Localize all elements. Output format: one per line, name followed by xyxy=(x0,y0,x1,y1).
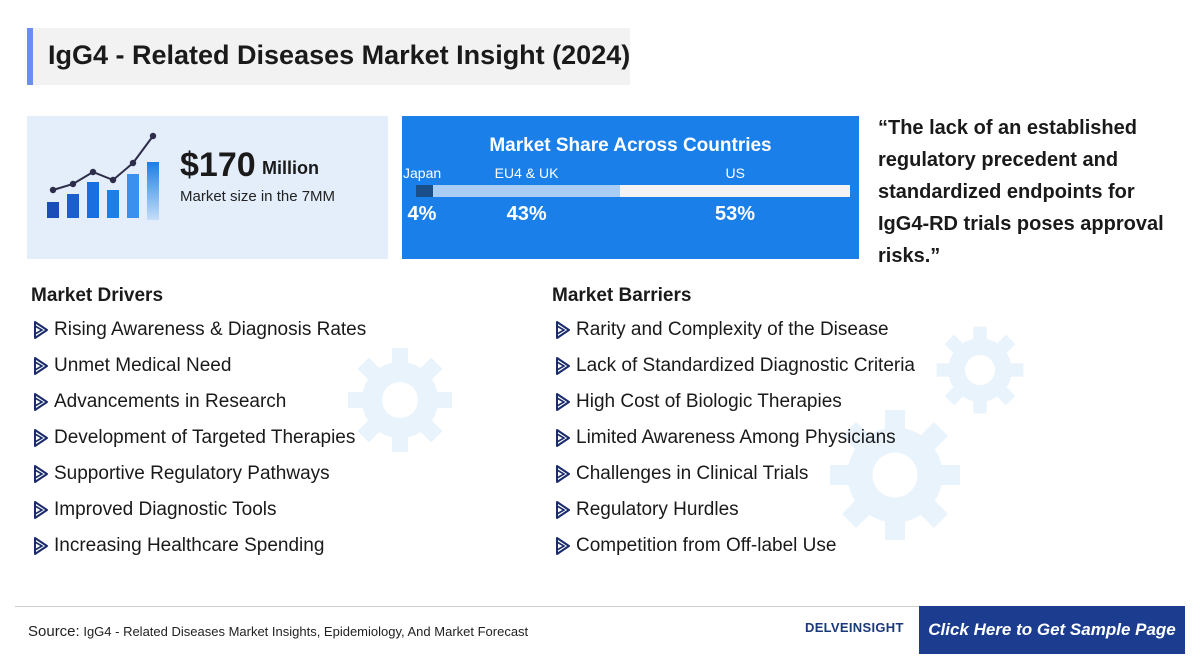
barrier-item: High Cost of Biologic Therapies xyxy=(554,389,842,415)
segment-bar-japan xyxy=(416,185,434,197)
gear-icon xyxy=(936,326,1024,414)
segment-bar-us xyxy=(619,185,850,197)
footer-divider xyxy=(15,606,920,607)
list-item-label: Lack of Standardized Diagnostic Criteria xyxy=(576,355,916,376)
chevron-right-icon xyxy=(34,537,48,555)
share-bar xyxy=(416,185,850,197)
chevron-right-icon xyxy=(34,501,48,519)
market-share-card: Market Share Across Countries Japan EU4 … xyxy=(402,116,859,259)
barriers-heading: Market Barriers xyxy=(552,285,692,306)
barrier-item: Challenges in Clinical Trials xyxy=(554,461,808,487)
driver-item: Increasing Healthcare Spending xyxy=(32,533,324,559)
chevron-right-icon xyxy=(34,357,48,375)
list-item-label: Supportive Regulatory Pathways xyxy=(54,463,330,484)
segment-bar-eu4-uk xyxy=(433,185,620,197)
segment-value-eu4-uk: 43% xyxy=(506,203,547,225)
list-item-label: Rising Awareness & Diagnosis Rates xyxy=(54,319,367,340)
list-item-label: Unmet Medical Need xyxy=(54,355,232,376)
chevron-right-icon xyxy=(34,393,48,411)
chevron-right-icon xyxy=(556,357,570,375)
market-size-value: $170 xyxy=(180,146,256,184)
driver-item: Advancements in Research xyxy=(32,389,286,415)
chevron-right-icon xyxy=(556,501,570,519)
chevron-right-icon xyxy=(556,537,570,555)
chevron-right-icon xyxy=(556,393,570,411)
barrier-item: Rarity and Complexity of the Disease xyxy=(554,317,889,343)
chevron-right-icon xyxy=(34,321,48,339)
drivers-heading: Market Drivers xyxy=(31,285,164,306)
chevron-right-icon xyxy=(34,465,48,483)
segment-value-japan: 4% xyxy=(407,203,437,225)
market-size-label: Market size in the 7MM xyxy=(180,188,336,205)
source-text: IgG4 - Related Diseases Market Insights,… xyxy=(83,624,529,639)
list-item-label: Competition from Off-label Use xyxy=(576,535,837,556)
segment-value-us: 53% xyxy=(714,203,756,225)
market-size-card: $170 Million Market size in the 7MM xyxy=(27,116,388,259)
list-item-label: Regulatory Hurdles xyxy=(576,499,739,520)
sample-page-button[interactable]: Click Here to Get Sample Page xyxy=(919,606,1185,654)
driver-item: Supportive Regulatory Pathways xyxy=(32,461,330,487)
list-item-label: High Cost of Biologic Therapies xyxy=(576,391,842,412)
growth-chart-icon xyxy=(47,132,159,220)
segment-label-japan: Japan xyxy=(403,165,442,181)
source-citation: Source: IgG4 - Related Diseases Market I… xyxy=(28,623,528,640)
chevron-right-icon xyxy=(34,429,48,447)
driver-item: Rising Awareness & Diagnosis Rates xyxy=(32,317,366,343)
segment-label-eu4-uk: EU4 & UK xyxy=(494,165,559,181)
brand-name: DELVEINSIGHT xyxy=(805,620,904,635)
gear-icon xyxy=(830,410,960,540)
list-item-label: Advancements in Research xyxy=(54,391,287,412)
source-label: Source: xyxy=(28,623,80,640)
chevron-right-icon xyxy=(556,321,570,339)
driver-item: Unmet Medical Need xyxy=(32,353,231,379)
title-box: IgG4 - Related Diseases Market Insight (… xyxy=(27,28,630,85)
barrier-item: Lack of Standardized Diagnostic Criteria xyxy=(554,353,915,379)
list-item-label: Limited Awareness Among Physicians xyxy=(576,427,896,448)
barrier-item: Regulatory Hurdles xyxy=(554,497,739,523)
gear-icon xyxy=(348,348,452,452)
driver-item: Improved Diagnostic Tools xyxy=(32,497,276,523)
chart-title: Market Share Across Countries xyxy=(489,135,772,156)
chevron-right-icon xyxy=(556,429,570,447)
quote-text: “The lack of an established regulatory p… xyxy=(878,117,1164,267)
chevron-right-icon xyxy=(556,465,570,483)
brand-logo: DELVEINSIGHT xyxy=(805,620,904,635)
barrier-item: Competition from Off-label Use xyxy=(554,533,836,559)
barrier-item: Limited Awareness Among Physicians xyxy=(554,425,896,451)
page-title: IgG4 - Related Diseases Market Insight (… xyxy=(48,40,631,70)
segment-label-us: US xyxy=(725,165,745,181)
driver-item: Development of Targeted Therapies xyxy=(32,425,355,451)
list-item-label: Challenges in Clinical Trials xyxy=(576,463,809,484)
market-size-unit: Million xyxy=(262,158,319,178)
list-item-label: Rarity and Complexity of the Disease xyxy=(576,319,889,340)
list-item-label: Improved Diagnostic Tools xyxy=(54,499,277,520)
list-item-label: Development of Targeted Therapies xyxy=(54,427,356,448)
list-item-label: Increasing Healthcare Spending xyxy=(54,535,325,556)
